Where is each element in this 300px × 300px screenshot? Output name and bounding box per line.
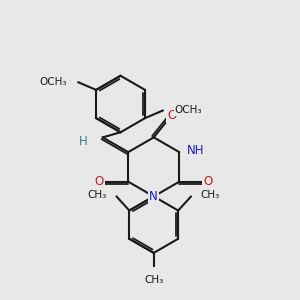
Text: N: N xyxy=(149,190,158,203)
Text: NH: NH xyxy=(187,144,205,157)
Text: O: O xyxy=(167,109,176,122)
Text: O: O xyxy=(203,175,213,188)
Text: OCH₃: OCH₃ xyxy=(39,77,67,87)
Text: O: O xyxy=(95,175,104,188)
Text: CH₃: CH₃ xyxy=(88,190,107,200)
Text: CH₃: CH₃ xyxy=(201,190,220,200)
Text: OCH₃: OCH₃ xyxy=(175,105,202,116)
Text: CH₃: CH₃ xyxy=(144,275,164,285)
Text: H: H xyxy=(79,135,88,148)
